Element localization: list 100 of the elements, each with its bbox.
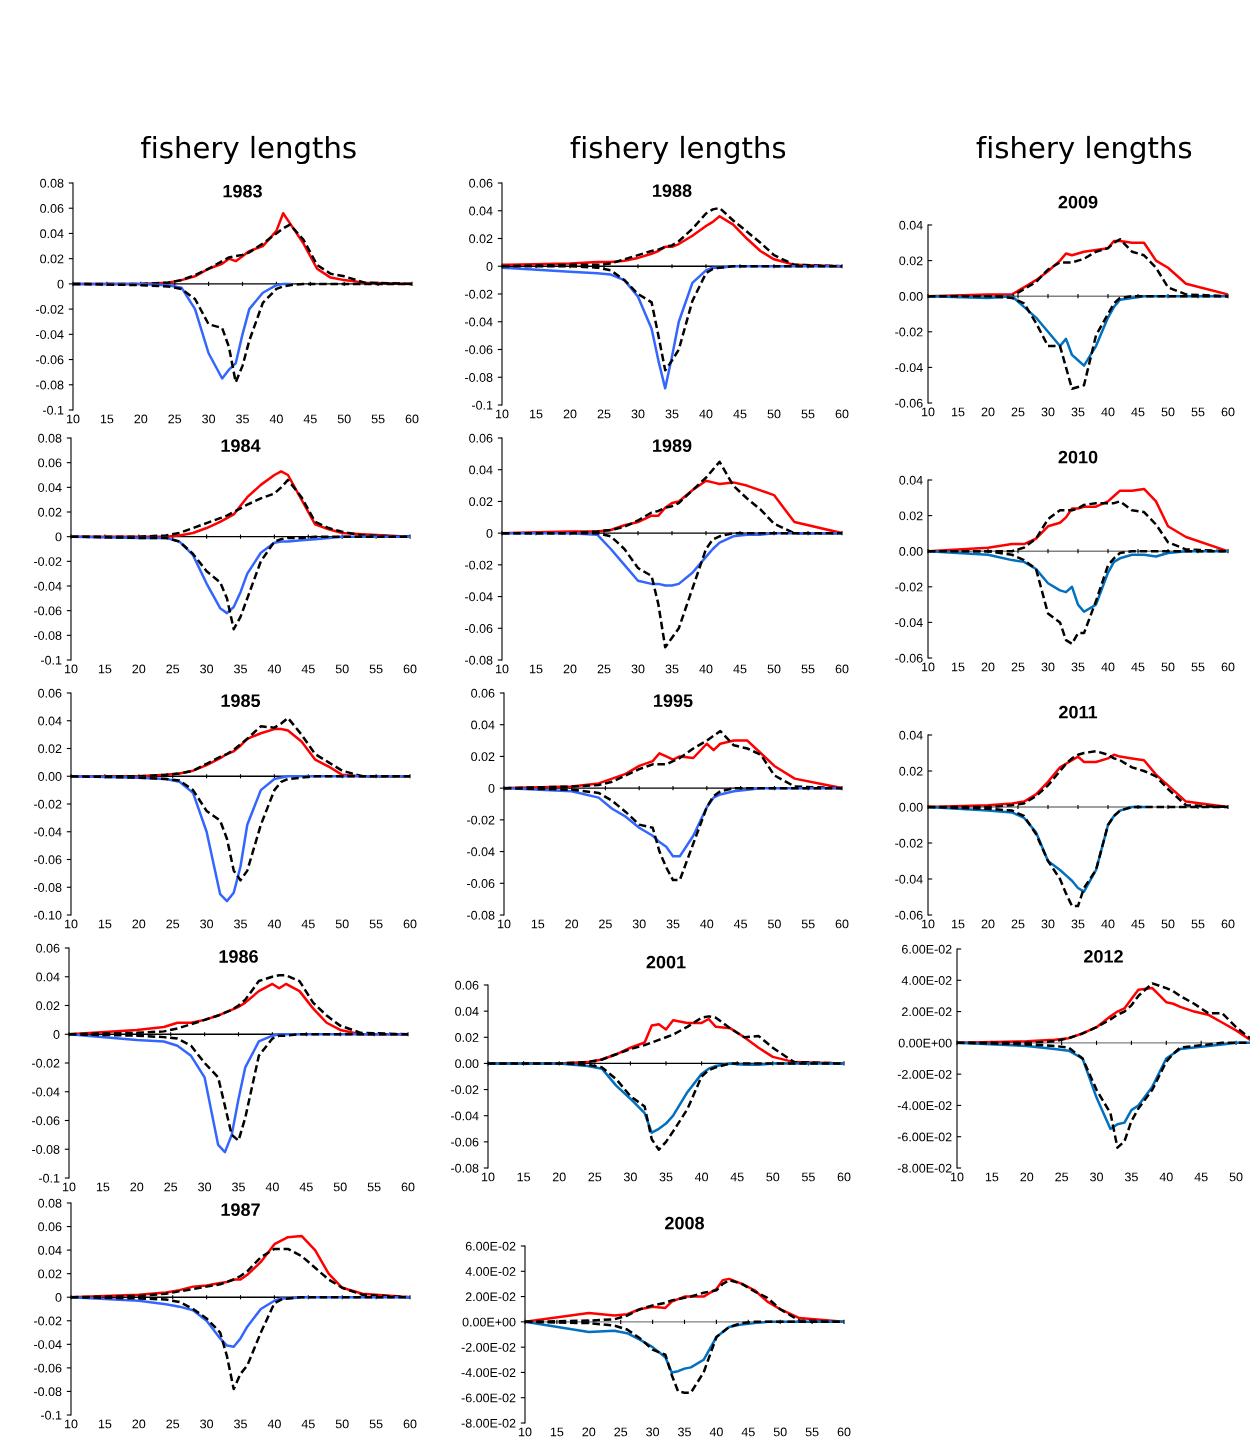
x-tick-label: 10 bbox=[498, 919, 511, 929]
x-tick-label: 60 bbox=[837, 1172, 851, 1182]
x-tick-label: 35 bbox=[665, 664, 679, 674]
x-tick-label: 55 bbox=[367, 1182, 381, 1192]
x-tick-label: 55 bbox=[369, 919, 383, 929]
y-tick-label: 0.02 bbox=[40, 254, 64, 264]
x-tick-label: 35 bbox=[678, 1427, 691, 1437]
y-tick-label: -0.1 bbox=[38, 1173, 60, 1183]
x-tick-label: 60 bbox=[403, 919, 417, 929]
chart-title: 1995 bbox=[654, 694, 693, 708]
x-tick-label: 15 bbox=[952, 662, 965, 672]
x-tick-label: 30 bbox=[631, 409, 645, 419]
y-tick-label: -0.02 bbox=[465, 560, 493, 570]
x-tick-label: 50 bbox=[767, 409, 781, 419]
x-tick-label: 55 bbox=[1191, 662, 1205, 672]
x-tick-label: 45 bbox=[1131, 919, 1145, 929]
x-tick-label: 20 bbox=[563, 409, 577, 419]
y-tick-label: 0.02 bbox=[38, 1269, 62, 1279]
x-tick-label: 45 bbox=[299, 1182, 313, 1192]
x-tick-label: 40 bbox=[265, 1182, 279, 1192]
y-tick-label: 2.00E-02 bbox=[465, 1292, 516, 1302]
y-tick-label: 0.02 bbox=[455, 1033, 479, 1042]
y-tick-label: -4.00E-02 bbox=[897, 1101, 952, 1111]
x-tick-label: 10 bbox=[519, 1427, 532, 1437]
x-tick-label: 15 bbox=[531, 919, 545, 929]
x-tick-label: 45 bbox=[1194, 1172, 1208, 1182]
y-tick-label: 0.00 bbox=[899, 802, 923, 812]
y-tick-label: 0.02 bbox=[36, 1001, 60, 1011]
x-tick-label: 40 bbox=[700, 919, 714, 929]
y-tick-label: -4.00E-02 bbox=[461, 1368, 516, 1378]
y-tick-label: 0 bbox=[55, 1293, 62, 1302]
y-tick-label: 0.02 bbox=[471, 752, 495, 762]
y-tick-label: -0.08 bbox=[465, 373, 493, 382]
y-tick-label: 0.06 bbox=[469, 433, 493, 443]
x-tick-label: 45 bbox=[301, 664, 315, 674]
y-tick-label: -0.06 bbox=[465, 624, 493, 633]
x-tick-label: 60 bbox=[835, 664, 849, 674]
x-tick-label: 15 bbox=[96, 1182, 110, 1192]
x-tick-label: 60 bbox=[837, 1427, 851, 1437]
x-tick-label: 20 bbox=[563, 664, 577, 674]
x-tick-label: 15 bbox=[530, 409, 543, 419]
y-tick-label: -0.04 bbox=[451, 1111, 479, 1121]
x-tick-label: 15 bbox=[517, 1172, 531, 1182]
x-tick-label: 50 bbox=[773, 1427, 787, 1437]
x-tick-label: 30 bbox=[646, 1427, 660, 1437]
chart-title: 1985 bbox=[221, 694, 261, 708]
x-tick-label: 45 bbox=[1131, 662, 1145, 672]
x-tick-label: 20 bbox=[582, 1427, 596, 1437]
x-tick-label: 25 bbox=[166, 919, 180, 929]
x-tick-label: 15 bbox=[985, 1172, 999, 1182]
chart-title: 1988 bbox=[653, 184, 692, 198]
x-tick-label: 50 bbox=[335, 1419, 349, 1429]
y-tick-label: 0.04 bbox=[36, 972, 60, 982]
y-tick-label: -0.1 bbox=[40, 1410, 62, 1420]
x-tick-label: 20 bbox=[132, 919, 146, 929]
y-tick-label: -0.06 bbox=[34, 855, 62, 865]
x-tick-label: 10 bbox=[482, 1172, 495, 1182]
x-tick-label: 25 bbox=[597, 664, 611, 674]
x-tick-label: 45 bbox=[301, 1419, 315, 1429]
x-tick-label: 30 bbox=[202, 414, 216, 424]
y-tick-label: -0.02 bbox=[34, 799, 62, 809]
chart-title: 1989 bbox=[653, 439, 692, 453]
y-tick-label: -0.04 bbox=[465, 317, 493, 327]
x-tick-label: 55 bbox=[369, 664, 383, 674]
x-tick-label: 35 bbox=[659, 1172, 673, 1182]
x-tick-label: 35 bbox=[236, 414, 249, 424]
x-tick-label: 35 bbox=[234, 664, 247, 674]
x-tick-label: 15 bbox=[98, 919, 112, 929]
x-tick-label: 15 bbox=[952, 919, 965, 929]
y-tick-label: -0.02 bbox=[895, 838, 923, 848]
y-tick-label: -0.1 bbox=[40, 655, 62, 665]
y-tick-label: -0.04 bbox=[895, 874, 923, 884]
y-tick-label: -0.06 bbox=[465, 345, 493, 355]
y-tick-label: 0 bbox=[53, 1030, 60, 1039]
x-tick-label: 60 bbox=[405, 414, 419, 424]
x-tick-label: 40 bbox=[267, 664, 281, 674]
y-tick-label: -0.04 bbox=[34, 827, 62, 837]
x-tick-label: 35 bbox=[232, 1182, 245, 1192]
y-tick-label: -0.08 bbox=[465, 655, 493, 665]
chart-title: 1987 bbox=[221, 1203, 260, 1217]
x-tick-label: 25 bbox=[168, 414, 182, 424]
x-tick-label: 40 bbox=[1101, 662, 1115, 672]
x-tick-label: 15 bbox=[98, 1419, 112, 1429]
y-tick-label: 0.06 bbox=[38, 688, 62, 698]
x-tick-label: 40 bbox=[699, 664, 713, 674]
x-tick-label: 50 bbox=[335, 919, 349, 929]
x-tick-label: 25 bbox=[166, 664, 180, 674]
text: fishery lengths bbox=[976, 135, 1192, 165]
x-tick-label: 20 bbox=[132, 1419, 146, 1429]
x-tick-label: 40 bbox=[1159, 1172, 1173, 1182]
y-tick-label: -0.02 bbox=[895, 582, 923, 592]
y-tick-label: 6.00E-02 bbox=[465, 1241, 516, 1251]
y-tick-label: 4.00E-02 bbox=[465, 1267, 516, 1276]
x-tick-label: 30 bbox=[1041, 662, 1055, 672]
y-tick-label: -8.00E-02 bbox=[897, 1163, 952, 1173]
x-tick-label: 50 bbox=[1161, 919, 1175, 929]
x-tick-label: 25 bbox=[597, 409, 611, 419]
x-tick-label: 25 bbox=[599, 919, 612, 929]
y-tick-label: 0 bbox=[57, 279, 64, 289]
x-tick-label: 40 bbox=[694, 1172, 709, 1182]
